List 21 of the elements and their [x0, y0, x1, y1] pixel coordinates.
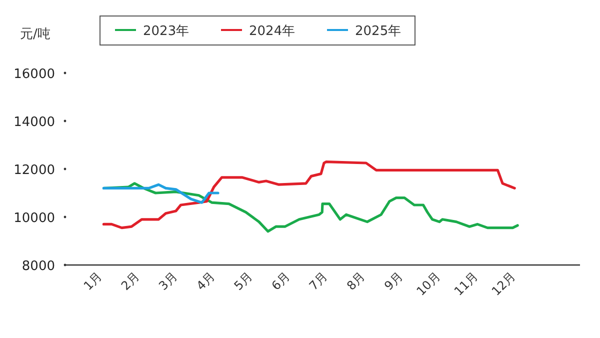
- x-tick-label: 1月: [80, 269, 105, 294]
- x-tick-label: 10月: [414, 269, 444, 298]
- x-tick-label: 11月: [451, 269, 481, 298]
- x-tick-label: 3月: [156, 269, 180, 294]
- legend-label: 2025年: [355, 24, 402, 39]
- x-tick-label: 9月: [382, 269, 406, 294]
- y-tick-label: 14000: [14, 115, 55, 130]
- y-tick-label: 8000: [22, 259, 55, 274]
- x-tick-label: 8月: [344, 269, 368, 294]
- x-tick-label: 7月: [306, 269, 330, 294]
- y-axis-title: 元/吨: [20, 27, 50, 42]
- y-tick-label: 12000: [14, 163, 55, 178]
- legend-label: 2023年: [143, 24, 190, 39]
- x-tick-label: 2月: [118, 269, 142, 294]
- legend-label: 2024年: [249, 24, 296, 39]
- x-tick-label: 6月: [268, 269, 293, 294]
- x-tick-label: 4月: [194, 269, 218, 294]
- y-tick-label: 10000: [14, 211, 55, 226]
- x-tick-label: 12月: [489, 269, 518, 298]
- x-tick-label: 5月: [231, 269, 256, 294]
- y-tick-label: 16000: [14, 67, 55, 82]
